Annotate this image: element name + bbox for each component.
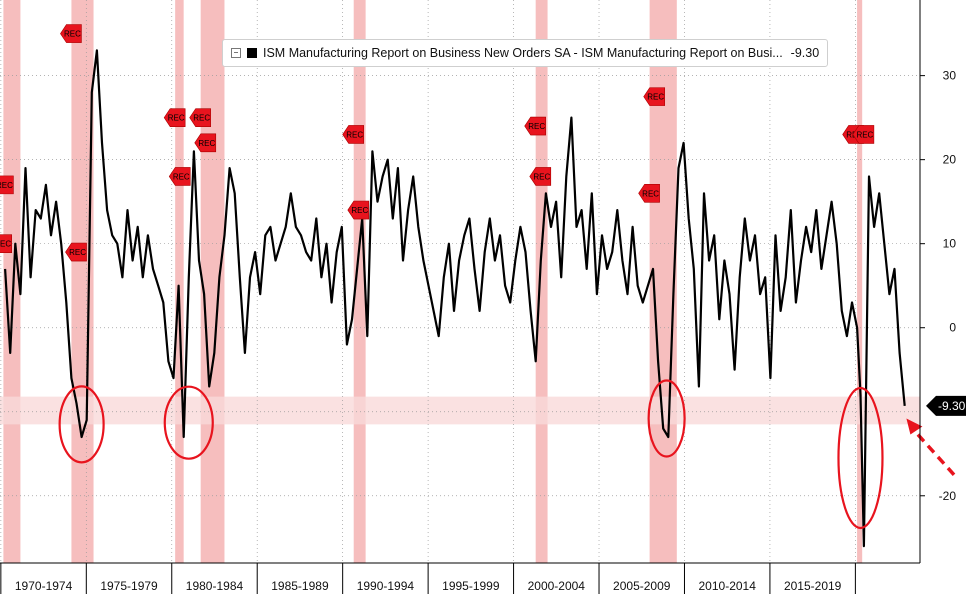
rec-flag-shape <box>189 108 211 127</box>
rec-flag-label: REC <box>193 114 210 123</box>
rec-flag-shape <box>65 242 87 262</box>
rec-flag: REC <box>60 24 82 43</box>
legend[interactable]: ISM Manufacturing Report on Business New… <box>222 39 829 67</box>
x-tick-label: 1990-1994 <box>357 579 415 593</box>
rec-flag-label: REC <box>346 130 363 139</box>
annotations <box>58 379 956 530</box>
legend-label: ISM Manufacturing Report on Business New… <box>263 46 783 60</box>
arrow-head-icon <box>906 418 923 435</box>
y-tick-label: 0 <box>949 321 956 335</box>
x-tick-label: 2010-2014 <box>699 579 757 593</box>
rec-flag-label: REC <box>528 122 545 131</box>
trough-ellipse <box>647 379 686 458</box>
rec-flag-label: REC <box>64 30 81 39</box>
rec-flag-label: REC <box>0 181 13 190</box>
rec-flag-shape <box>347 200 370 220</box>
legend-value: -9.30 <box>790 46 820 60</box>
rec-flag-shape <box>643 87 666 106</box>
rec-flag-label: REC <box>168 114 185 123</box>
x-tick-label: 1985-1989 <box>271 579 329 593</box>
rec-flag: REC <box>342 125 365 144</box>
rec-flags: REC REC REC REC REC REC REC REC REC REC REC REC REC R… <box>0 24 875 262</box>
rec-flag-label: REC <box>642 189 659 198</box>
x-tick-label: 1970-1974 <box>15 579 73 593</box>
last-value-tag: -9.30 <box>926 395 966 416</box>
trough-ellipse <box>163 385 214 460</box>
trough-ellipse <box>837 386 884 530</box>
recession-band <box>535 0 548 563</box>
series-layer <box>4 49 906 548</box>
rec-flag: REC <box>0 234 13 253</box>
highlight-band <box>0 396 920 425</box>
series-line <box>4 49 906 548</box>
x-tick-label: 1980-1984 <box>186 579 244 593</box>
recession-band <box>71 0 94 563</box>
rec-flag: REC <box>347 200 370 220</box>
series-swatch <box>247 48 257 58</box>
trough-ellipse <box>58 385 105 464</box>
rec-flag: REC <box>168 167 191 186</box>
rec-flag: REC <box>194 133 217 153</box>
x-tick-label: 1995-1999 <box>442 579 500 593</box>
y-axis: 30 20 10 0 -20 -9.30 <box>919 0 966 563</box>
rec-flag-shape <box>163 108 186 127</box>
rec-flag: REC <box>638 183 660 203</box>
recession-band <box>857 0 863 563</box>
recession-band <box>175 0 184 563</box>
rec-flag-shape <box>638 183 660 203</box>
y-tick-label: 10 <box>943 237 957 251</box>
rec-flag-label: REC <box>173 172 190 181</box>
rec-flag: REC <box>852 125 875 144</box>
rec-flag: REC <box>65 242 87 262</box>
x-tick-label: 1975-1979 <box>100 579 158 593</box>
rec-flag-shape <box>852 125 875 144</box>
x-tick-label: 2005-2009 <box>613 579 671 593</box>
rec-flag-label: REC <box>0 240 11 249</box>
arrow-shaft <box>911 427 956 476</box>
rec-flag-label: REC <box>856 130 873 139</box>
x-tick-label: 2015-2019 <box>784 579 842 593</box>
y-tick-label: 20 <box>943 153 957 167</box>
rec-flag: REC <box>643 87 666 106</box>
grid <box>0 0 920 563</box>
last-value-box <box>926 395 966 416</box>
rec-flag: REC <box>163 108 186 127</box>
rec-flag-shape <box>0 175 14 195</box>
rec-flag-label: REC <box>533 172 550 181</box>
recession-band <box>353 0 366 563</box>
rec-flag-label: REC <box>198 139 215 148</box>
y-tick-label: -20 <box>939 489 957 503</box>
rec-flag-shape <box>168 167 191 186</box>
rec-flag-shape <box>194 133 217 153</box>
rec-flag-label: REC <box>351 206 368 215</box>
rec-flag-shape <box>529 167 552 186</box>
rec-flag: REC <box>0 175 14 195</box>
y-tick-label: 30 <box>943 69 957 83</box>
rec-flag: REC <box>529 167 552 186</box>
x-tick-label: 2000-2004 <box>528 579 586 593</box>
recession-band <box>200 0 225 563</box>
rec-flag: REC <box>524 116 546 136</box>
rec-flag-shape <box>524 116 546 136</box>
collapse-icon[interactable] <box>231 48 241 58</box>
rec-flag-shape <box>60 24 82 43</box>
rec-flag-label: REC <box>647 93 664 102</box>
rec-flag-shape <box>342 125 365 144</box>
last-value-label: -9.30 <box>938 399 966 413</box>
recession-bands <box>3 0 863 563</box>
rec-flag: REC <box>189 108 211 127</box>
rec-flag-label: REC <box>69 248 86 257</box>
x-axis: 1970-1974 1975-1979 1980-1984 1985-1989 1990… <box>0 562 920 594</box>
rec-flag-shape <box>0 234 13 253</box>
